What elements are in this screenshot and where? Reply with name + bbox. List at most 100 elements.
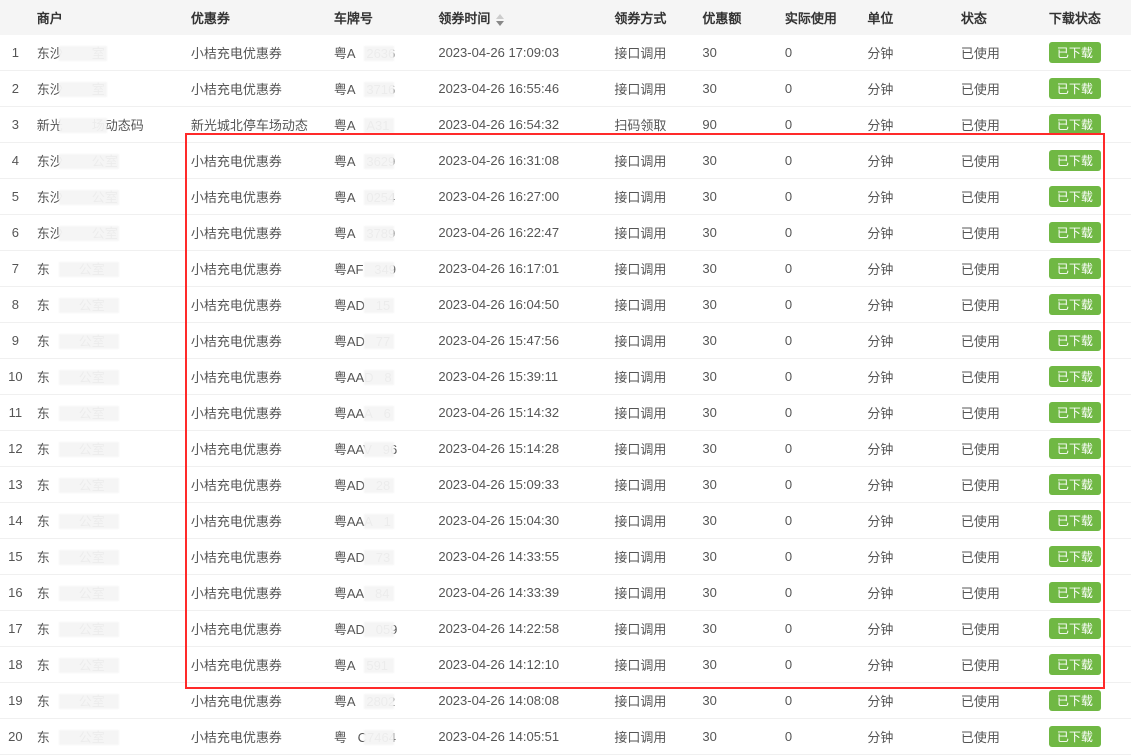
cell-method: 接口调用 [608, 575, 696, 611]
table-row[interactable]: 6东沙 公室小桔充电优惠券粤A 37892023-04-26 16:22:47接… [0, 215, 1131, 251]
table-row[interactable]: 7东 公室小桔充电优惠券粤AF 3492023-04-26 16:17:01接口… [0, 251, 1131, 287]
redacted-block: 粤AD 73 [334, 550, 390, 565]
table-row[interactable]: 19东 公室小桔充电优惠券粤A 28022023-04-26 14:08:08接… [0, 683, 1131, 719]
col-header-receive-time[interactable]: 领券时间 [432, 0, 608, 35]
cell-coupon: 小桔充电优惠券 [185, 431, 328, 467]
table-row[interactable]: 14东 公室小桔充电优惠券粤AAA 12023-04-26 15:04:30接口… [0, 503, 1131, 539]
cell-plate: 粤A 3716 [328, 71, 433, 107]
cell-unit: 分钟 [861, 215, 955, 251]
cell-status: 已使用 [955, 467, 1043, 503]
cell-unit: 分钟 [861, 539, 955, 575]
download-badge[interactable]: 已下载 [1049, 438, 1101, 459]
cell-unit: 分钟 [861, 431, 955, 467]
download-badge[interactable]: 已下载 [1049, 654, 1101, 675]
col-header-amount[interactable]: 优惠额 [696, 0, 779, 35]
download-badge[interactable]: 已下载 [1049, 78, 1101, 99]
cell-time: 2023-04-26 15:47:56 [432, 323, 608, 359]
table-row[interactable]: 5东沙 公室小桔充电优惠券粤A 02542023-04-26 16:27:00接… [0, 179, 1131, 215]
redacted-block: 粤AD 77 [334, 334, 390, 349]
redacted-block: 东 公室 [37, 622, 105, 637]
table-row[interactable]: 15东 公室小桔充电优惠券粤AD 732023-04-26 14:33:55接口… [0, 539, 1131, 575]
cell-actual: 0 [779, 467, 862, 503]
table-row[interactable]: 16东 公室小桔充电优惠券粤AA 842023-04-26 14:33:39接口… [0, 575, 1131, 611]
download-badge[interactable]: 已下载 [1049, 258, 1101, 279]
table-row[interactable]: 18东 公室小桔充电优惠券粤A 5912023-04-26 14:12:10接口… [0, 647, 1131, 683]
cell-status: 已使用 [955, 215, 1043, 251]
redacted-block: 粤A 0254 [334, 190, 395, 205]
cell-coupon: 小桔充电优惠券 [185, 575, 328, 611]
redacted-block: 粤A 3716 [334, 82, 395, 97]
download-badge[interactable]: 已下载 [1049, 582, 1101, 603]
table-row[interactable]: 3新光 场动态码新光城北停车场动态粤A A312023-04-26 16:54:… [0, 107, 1131, 143]
cell-index: 5 [0, 179, 31, 215]
cell-merchant: 东 公室 [31, 395, 185, 431]
table-row[interactable]: 8东 公室小桔充电优惠券粤AD 152023-04-26 16:04:50接口调… [0, 287, 1131, 323]
cell-download: 已下载 [1043, 179, 1131, 215]
download-badge[interactable]: 已下载 [1049, 330, 1101, 351]
download-badge[interactable]: 已下载 [1049, 222, 1101, 243]
table-row[interactable]: 2东沙 室小桔充电优惠券粤A 37162023-04-26 16:55:46接口… [0, 71, 1131, 107]
cell-plate: 粤AD 77 [328, 323, 433, 359]
cell-method: 接口调用 [608, 35, 696, 71]
cell-download: 已下载 [1043, 467, 1131, 503]
table-row[interactable]: 9东 公室小桔充电优惠券粤AD 772023-04-26 15:47:56接口调… [0, 323, 1131, 359]
cell-download: 已下载 [1043, 287, 1131, 323]
cell-download: 已下载 [1043, 611, 1131, 647]
download-badge[interactable]: 已下载 [1049, 42, 1101, 63]
cell-plate: 粤A 591 [328, 647, 433, 683]
col-header-status[interactable]: 状态 [955, 0, 1043, 35]
download-badge[interactable]: 已下载 [1049, 690, 1101, 711]
cell-method: 接口调用 [608, 359, 696, 395]
download-badge[interactable]: 已下载 [1049, 294, 1101, 315]
cell-coupon: 小桔充电优惠券 [185, 683, 328, 719]
cell-actual: 0 [779, 143, 862, 179]
download-badge[interactable]: 已下载 [1049, 186, 1101, 207]
download-badge[interactable]: 已下载 [1049, 114, 1101, 135]
cell-unit: 分钟 [861, 611, 955, 647]
cell-plate: 粤A A31 [328, 107, 433, 143]
cell-actual: 0 [779, 359, 862, 395]
table-row[interactable]: 1东沙 室小桔充电优惠券粤A 26362023-04-26 17:09:03接口… [0, 35, 1131, 71]
cell-index: 16 [0, 575, 31, 611]
col-header-actual[interactable]: 实际使用 [779, 0, 862, 35]
cell-merchant: 东 公室 [31, 539, 185, 575]
cell-actual: 0 [779, 431, 862, 467]
table-row[interactable]: 20东 公室小桔充电优惠券粤 C74642023-04-26 14:05:51接… [0, 719, 1131, 755]
cell-plate: 粤A 3789 [328, 215, 433, 251]
table-row[interactable]: 11东 公室小桔充电优惠券粤AAA 62023-04-26 15:14:32接口… [0, 395, 1131, 431]
download-badge[interactable]: 已下载 [1049, 510, 1101, 531]
col-header-plate[interactable]: 车牌号 [328, 0, 433, 35]
cell-merchant: 东沙 室 [31, 71, 185, 107]
sort-caret-icon[interactable] [496, 14, 504, 26]
cell-download: 已下载 [1043, 575, 1131, 611]
col-header-coupon[interactable]: 优惠券 [185, 0, 328, 35]
cell-coupon: 小桔充电优惠券 [185, 143, 328, 179]
col-header-merchant[interactable]: 商户 [31, 0, 185, 35]
table-row[interactable]: 10东 公室小桔充电优惠券粤AAD 82023-04-26 15:39:11接口… [0, 359, 1131, 395]
download-badge[interactable]: 已下载 [1049, 366, 1101, 387]
download-badge[interactable]: 已下载 [1049, 150, 1101, 171]
cell-time: 2023-04-26 15:39:11 [432, 359, 608, 395]
table-row[interactable]: 4东沙 公室小桔充电优惠券粤A 36292023-04-26 16:31:08接… [0, 143, 1131, 179]
table-row[interactable]: 13东 公室小桔充电优惠券粤AD 282023-04-26 15:09:33接口… [0, 467, 1131, 503]
cell-download: 已下载 [1043, 107, 1131, 143]
table-header-row: 商户 优惠券 车牌号 领券时间 领券方式 优惠额 实际使用 单位 状态 下载状态 [0, 0, 1131, 35]
download-badge[interactable]: 已下载 [1049, 474, 1101, 495]
download-badge[interactable]: 已下载 [1049, 618, 1101, 639]
cell-unit: 分钟 [861, 683, 955, 719]
col-header-download[interactable]: 下载状态 [1043, 0, 1131, 35]
table-row[interactable]: 12东 公室小桔充电优惠券粤AAV 962023-04-26 15:14:28接… [0, 431, 1131, 467]
col-header-unit[interactable]: 单位 [861, 0, 955, 35]
table-row[interactable]: 17东 公室小桔充电优惠券粤AD 0592023-04-26 14:22:58接… [0, 611, 1131, 647]
cell-amount: 30 [696, 395, 779, 431]
download-badge[interactable]: 已下载 [1049, 546, 1101, 567]
cell-merchant: 东 公室 [31, 431, 185, 467]
cell-actual: 0 [779, 539, 862, 575]
download-badge[interactable]: 已下载 [1049, 726, 1101, 747]
redacted-block: 东 公室 [37, 406, 105, 421]
cell-merchant: 东 公室 [31, 323, 185, 359]
col-header-method[interactable]: 领券方式 [608, 0, 696, 35]
cell-time: 2023-04-26 16:55:46 [432, 71, 608, 107]
download-badge[interactable]: 已下载 [1049, 402, 1101, 423]
cell-index: 7 [0, 251, 31, 287]
